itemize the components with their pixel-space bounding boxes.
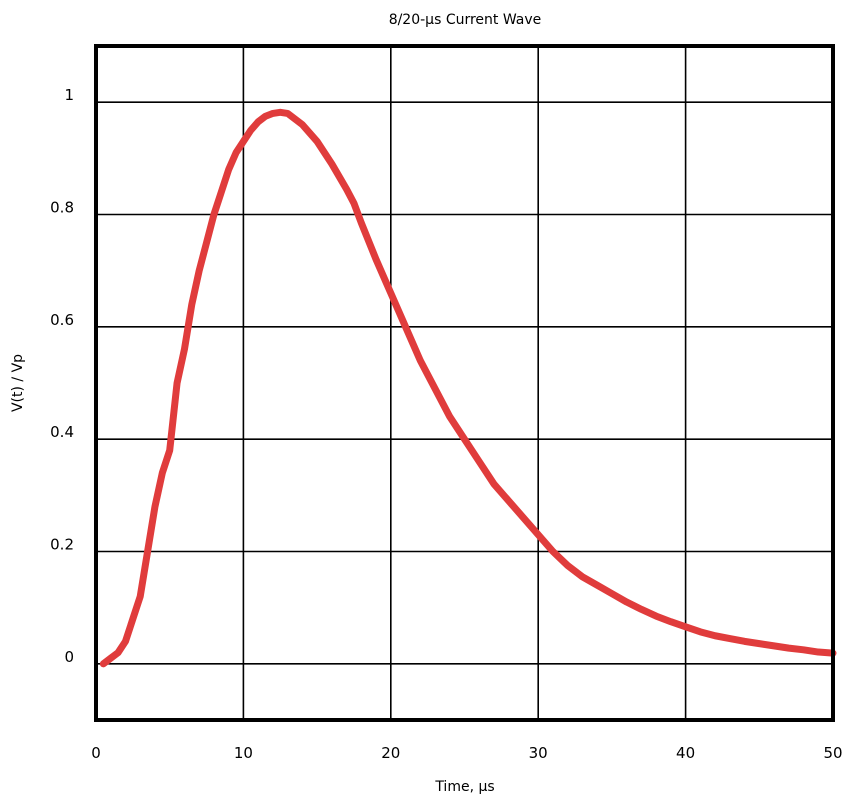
chart-title: 8/20-µs Current Wave bbox=[389, 12, 542, 28]
y-tick-label: 0.4 bbox=[50, 423, 74, 441]
x-tick-label: 50 bbox=[823, 744, 842, 762]
grid bbox=[96, 46, 833, 720]
y-tick-label: 0.6 bbox=[50, 311, 74, 329]
plot-frame bbox=[94, 44, 835, 722]
x-tick-label: 10 bbox=[234, 744, 253, 762]
y-tick-label: 1 bbox=[64, 86, 74, 104]
y-tick-label: 0 bbox=[64, 648, 74, 666]
y-tick-label: 0.2 bbox=[50, 536, 74, 554]
x-tick-label: 30 bbox=[529, 744, 548, 762]
x-tick-label: 40 bbox=[676, 744, 695, 762]
x-tick-label: 0 bbox=[91, 744, 101, 762]
y-tick-label: 0.8 bbox=[50, 199, 74, 217]
y-axis-label: V(t) / Vp bbox=[10, 354, 26, 412]
y-axis-ticks: 0 0.2 0.4 0.6 0.8 1 bbox=[50, 86, 74, 666]
series-line-current-wave bbox=[99, 108, 837, 668]
x-axis-label: Time, µs bbox=[434, 779, 494, 795]
x-tick-label: 20 bbox=[381, 744, 400, 762]
x-axis-ticks: 0 10 20 30 40 50 bbox=[91, 744, 842, 762]
